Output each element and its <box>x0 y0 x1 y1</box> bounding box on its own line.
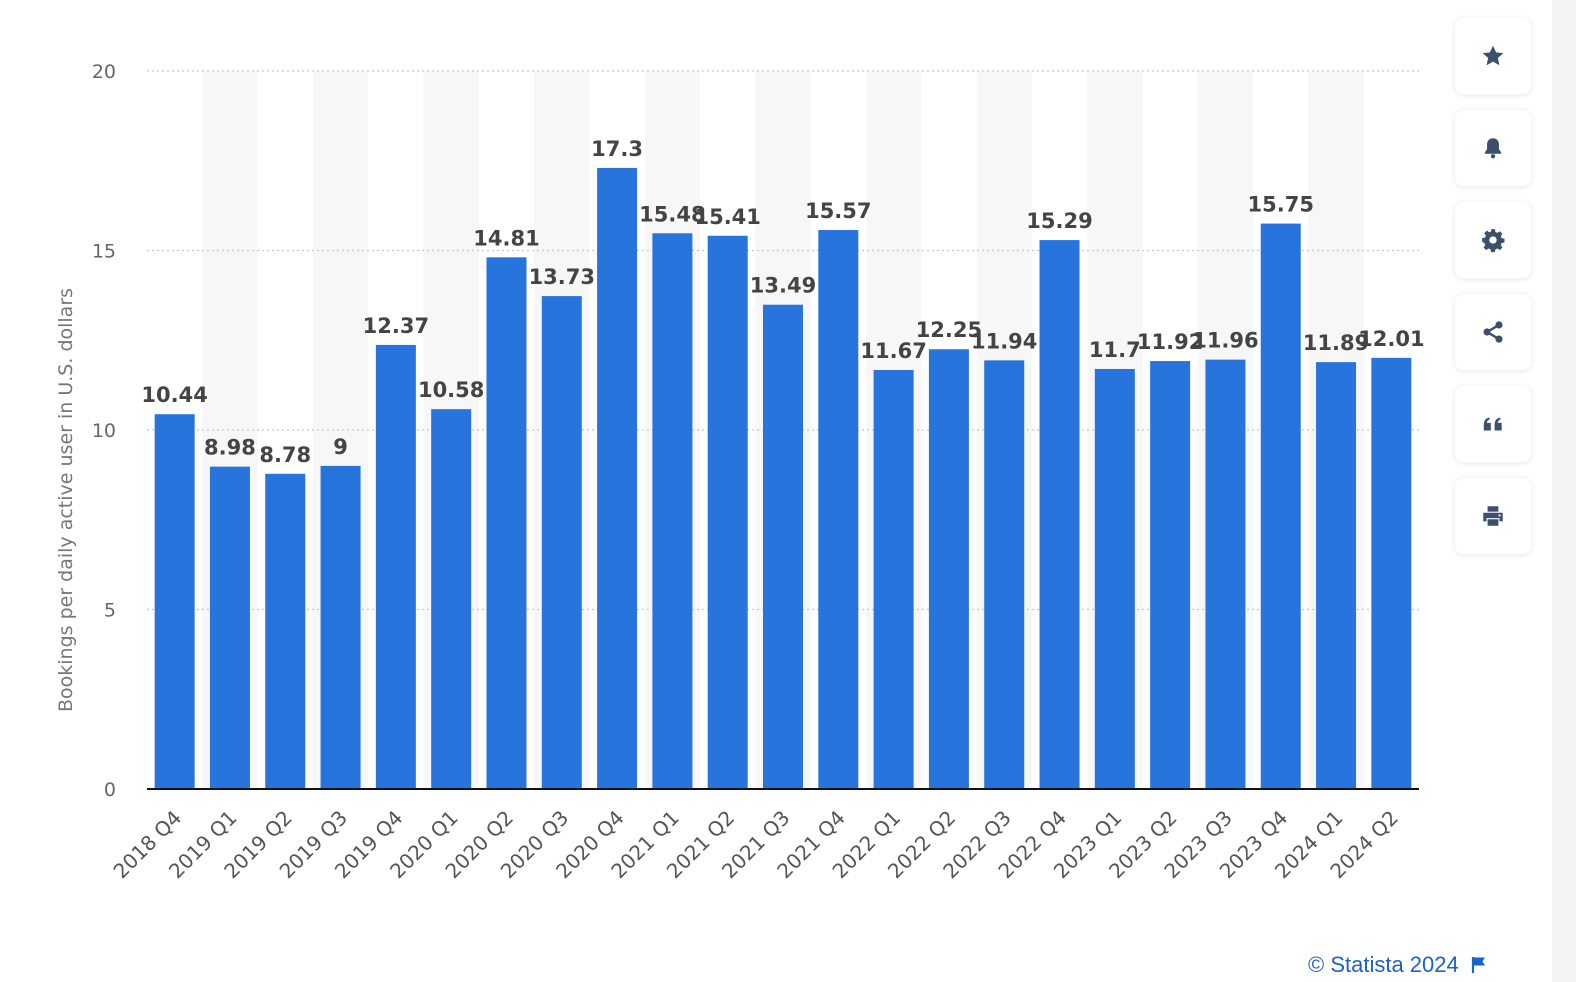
data-label: 8.78 <box>259 443 311 467</box>
bar[interactable] <box>1094 368 1135 789</box>
data-label: 13.73 <box>529 265 595 289</box>
data-label: 15.57 <box>805 199 871 223</box>
credit-text[interactable]: © Statista 2024 <box>1308 952 1459 977</box>
data-label: 12.01 <box>1358 327 1424 351</box>
data-label: 11.7 <box>1089 338 1141 362</box>
data-label: 17.3 <box>591 137 643 161</box>
bar[interactable] <box>1039 240 1080 790</box>
statista-credit[interactable]: © Statista 2024 <box>1308 952 1487 978</box>
star-icon <box>1482 45 1504 66</box>
bar[interactable] <box>1316 362 1357 789</box>
chart-area: 0 5 10 15 20 10.44 8.98 8.78 9 12.37 10.58 14.81 13… <box>55 61 1425 884</box>
page-edge <box>1552 0 1576 982</box>
bar[interactable] <box>818 230 859 790</box>
data-label: 11.96 <box>1192 329 1258 353</box>
side-toolbar <box>1455 18 1531 570</box>
bar[interactable] <box>154 414 195 789</box>
bar[interactable] <box>486 257 527 789</box>
bar[interactable] <box>928 349 969 789</box>
data-label: 14.81 <box>473 226 539 250</box>
bar[interactable] <box>707 235 748 789</box>
print-icon <box>1483 506 1503 526</box>
data-label: 11.89 <box>1303 331 1369 355</box>
bar[interactable] <box>652 233 693 789</box>
settings-button[interactable] <box>1455 202 1531 278</box>
data-label: 8.98 <box>204 436 256 460</box>
bar[interactable] <box>1205 359 1246 789</box>
y-tick-label: 5 <box>104 600 116 622</box>
gear-icon <box>1482 229 1505 253</box>
y-tick-label: 15 <box>92 241 116 263</box>
y-tick-label: 0 <box>104 779 116 801</box>
bars <box>154 167 1412 790</box>
favorite-button[interactable] <box>1455 18 1531 94</box>
bar[interactable] <box>1260 223 1301 789</box>
data-label: 11.67 <box>860 339 926 363</box>
share-icon <box>1483 321 1503 343</box>
y-tick-label: 20 <box>92 61 116 83</box>
data-label: 15.29 <box>1026 209 1092 233</box>
bar[interactable] <box>209 466 250 789</box>
flag-icon[interactable] <box>1471 956 1487 974</box>
bell-icon <box>1484 138 1502 159</box>
data-label: 13.49 <box>750 274 816 298</box>
quote-icon <box>1483 417 1502 431</box>
share-button[interactable] <box>1455 294 1531 370</box>
bar[interactable] <box>375 344 416 789</box>
bar[interactable] <box>320 465 361 789</box>
bar[interactable] <box>984 360 1025 789</box>
data-label: 10.44 <box>141 383 207 407</box>
data-label: 15.48 <box>639 202 705 226</box>
data-label: 11.92 <box>1137 330 1203 354</box>
bar[interactable] <box>265 473 306 789</box>
data-label: 12.37 <box>363 314 429 338</box>
data-label: 15.75 <box>1248 193 1314 217</box>
data-labels: 10.44 8.98 8.78 9 12.37 10.58 14.81 13.73 17.3 15… <box>141 137 1424 467</box>
bar-chart: 0 5 10 15 20 10.44 8.98 8.78 9 12.37 10.58 14.81 13… <box>55 61 1425 884</box>
y-axis-label: Bookings per daily active user in U.S. d… <box>55 288 77 712</box>
y-tick-label: 10 <box>92 420 116 442</box>
citation-button[interactable] <box>1455 386 1531 462</box>
bar[interactable] <box>873 370 914 789</box>
bar[interactable] <box>597 167 638 789</box>
notification-button[interactable] <box>1455 110 1531 186</box>
bar[interactable] <box>431 409 472 789</box>
print-button[interactable] <box>1455 478 1531 554</box>
y-axis-ticks: 0 5 10 15 20 <box>92 61 116 801</box>
data-label: 15.41 <box>694 205 760 229</box>
bar[interactable] <box>1150 361 1191 789</box>
bar[interactable] <box>763 304 803 789</box>
data-label: 12.25 <box>916 318 982 342</box>
data-label: 11.94 <box>971 329 1037 353</box>
bar[interactable] <box>1371 357 1412 789</box>
bar[interactable] <box>541 296 582 789</box>
data-label: 9 <box>333 435 348 459</box>
data-label: 10.58 <box>418 378 484 402</box>
